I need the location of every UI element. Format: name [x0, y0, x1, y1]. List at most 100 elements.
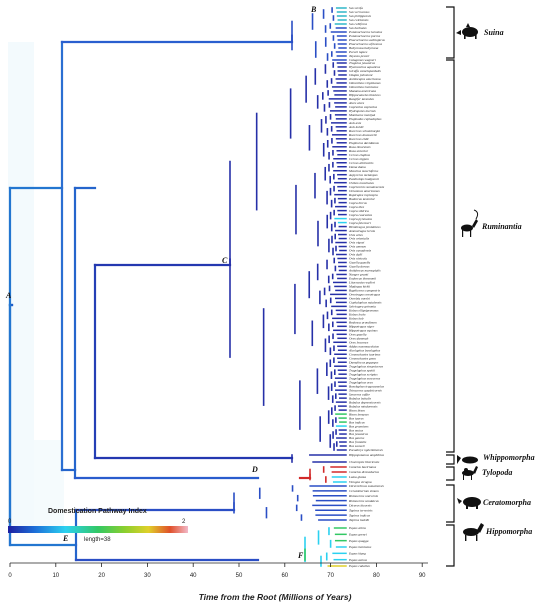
- tip-label: Pseudoryx nghetinhensis: [348, 448, 383, 452]
- horse-silhouette-icon: [463, 523, 484, 541]
- axis-tick-label: 10: [52, 573, 59, 579]
- tip-label: Raphicerus campestris: [348, 289, 381, 293]
- tip-label: Cephalophus natalensis: [349, 301, 382, 305]
- tip-label: Eudorcas thomsonii: [348, 277, 376, 281]
- axis-tick-label: 70: [327, 573, 334, 579]
- tip-label: Rupicapra rupicapra: [348, 193, 378, 197]
- tip-label: Sus philippensis: [349, 14, 372, 18]
- tip-label: Tragelaphus oryx: [349, 380, 373, 384]
- clade-label-ceratomorpha: Ceratomorpha: [483, 498, 531, 507]
- tip-label: Bubalus mindorensis: [349, 404, 378, 408]
- tip-label: Bos grunniens: [349, 424, 369, 428]
- clade-ceratomorpha: Ceratomorpha: [446, 484, 531, 523]
- tip-label: Babyrousa babyrussa: [349, 46, 379, 50]
- tip-label: Potamochoerus larvatus: [348, 30, 383, 34]
- node-label-f: F: [297, 551, 304, 560]
- tip-label: Bos gaurus: [349, 436, 365, 440]
- axis-tick-label: 40: [190, 573, 197, 579]
- tip-label: Equus asinus: [348, 558, 368, 562]
- axis-title: Time from the Root (Millions of Years): [199, 592, 352, 602]
- tip-label: Capra falconeri: [349, 221, 371, 225]
- node-label-b: B: [310, 5, 317, 14]
- tip-label: Elaphurus davidianus: [348, 141, 380, 145]
- tip-label: Tragelaphus eurycerus: [349, 376, 381, 380]
- tip-label: Hemitragus jemlahicus: [348, 225, 381, 229]
- tip-label: Kobus ellipsiprymnus: [348, 309, 379, 313]
- tip-label: Damaliscus pygargus: [348, 360, 379, 364]
- tip-label: Equus hemionus: [348, 545, 372, 549]
- clade-bracket: [446, 454, 455, 465]
- tip-label: Ceratotherium simum: [349, 489, 379, 493]
- tip-label: Mazama americana: [348, 89, 376, 93]
- tip-label: Equus grevyi: [348, 533, 367, 537]
- tip-label: Oryx dammah: [349, 336, 369, 340]
- legend-max-label: 2: [182, 519, 186, 525]
- clade-bracket: [446, 524, 455, 567]
- axis-tick-label: 30: [144, 573, 151, 579]
- tip-label: Odocoileus virginianus: [349, 81, 381, 85]
- tip-label: Catagonus wagneri: [349, 58, 376, 62]
- tip-label: Lama glama: [348, 475, 366, 479]
- tip-label: Madoqua kirkii: [348, 285, 370, 289]
- tip-label: Tragelaphus spekii: [349, 368, 375, 372]
- tree-backbone: [8, 40, 312, 562]
- tip-label: Rusa timorensis: [348, 145, 371, 149]
- node-label-c: C: [222, 256, 228, 265]
- tip-label: Hippopotamus amphibius: [348, 453, 385, 457]
- tip-label: Ourebia ourebi: [349, 297, 370, 301]
- tip-label: Bison bison: [349, 408, 365, 412]
- boar-silhouette-icon: [456, 23, 478, 39]
- tip-label: Alces alces: [348, 101, 365, 105]
- tip-label: Connochaetes taurinus: [349, 352, 381, 356]
- clade-bracket: [446, 466, 455, 481]
- tip-label: Cervus elaphus: [349, 153, 371, 157]
- tip-label: Kobus kob: [348, 317, 364, 321]
- tip-label: Antidorcas marsupialis: [348, 269, 381, 273]
- clade-label-tylopoda: Tylopoda: [482, 468, 512, 477]
- ancestral-shading: [34, 440, 64, 532]
- tip-label: Budorcas taxicolor: [349, 197, 376, 201]
- clade-bracket: [446, 484, 455, 523]
- clade-label-whippomorpha: Whippomorpha: [483, 453, 535, 462]
- tip-label: Capra ibex: [349, 205, 365, 209]
- tip-label: Ovis orientalis: [349, 237, 370, 241]
- tip-label: Rucervus schomburgki: [348, 129, 380, 133]
- node-label-e: E: [62, 534, 68, 543]
- clade-tylopoda: Tylopoda: [446, 466, 512, 481]
- rhino-silhouette-icon: [457, 497, 481, 509]
- tip-label: Sus barbatus: [349, 26, 367, 30]
- tip-label: Ovis aries: [349, 233, 364, 237]
- tip-label: Cervus albirostris: [349, 161, 374, 165]
- tip-label: Oryx leucoryx: [349, 340, 369, 344]
- tip-label: Muntiacus muntjak: [348, 113, 376, 117]
- tip-label: Connochaetes gnou: [349, 356, 376, 360]
- tip-label: Rhinoceros unicornis: [348, 494, 379, 498]
- tip-label: Ovibos moschatus: [349, 181, 374, 185]
- tip-label: Oreamnos americanus: [349, 189, 380, 193]
- tip-label: Pantholops hodgsonii: [348, 177, 379, 181]
- tip-label: Capreolus capreolus: [349, 105, 378, 109]
- tree-branches: [229, 7, 347, 567]
- tip-label: Ovis vignei: [349, 241, 364, 245]
- tip-label: Phacochoerus aethiopicus: [348, 38, 386, 42]
- tip-label: Giraffa camelopardalis: [349, 69, 381, 73]
- tip-label: Bubalus bubalis: [349, 396, 372, 400]
- tip-label: Axis kuhlii: [348, 125, 363, 129]
- tip-label: Tapirus indicus: [349, 513, 371, 517]
- legend-scale-note: length=38: [84, 537, 111, 543]
- clade-whippomorpha: Whippomorpha: [446, 453, 535, 465]
- tip-label: Tragulus javanicus: [349, 61, 376, 65]
- tip-label: Tragelaphus scriptus: [349, 372, 378, 376]
- axis-tick-label: 80: [373, 573, 380, 579]
- clade-bracket: [446, 59, 455, 453]
- tip-label: Rangifer tarandus: [348, 97, 374, 101]
- time-axis: 0 10 20 30 40 50 60 70 80 90 Time from the Root (…: [8, 562, 428, 602]
- axis-tick-label: 90: [419, 573, 426, 579]
- tip-label: Capra sibirica: [349, 209, 369, 213]
- tip-label: Hippocamelus bisulcus: [348, 93, 381, 97]
- tip-label: Sus scrofa: [349, 6, 363, 10]
- tip-label: Capra caucasica: [349, 213, 372, 217]
- tip-label: Capra hircus: [349, 201, 368, 205]
- tip-label: Ovis ammon: [349, 245, 366, 249]
- legend-title: Domestication Pathway Index: [48, 508, 147, 515]
